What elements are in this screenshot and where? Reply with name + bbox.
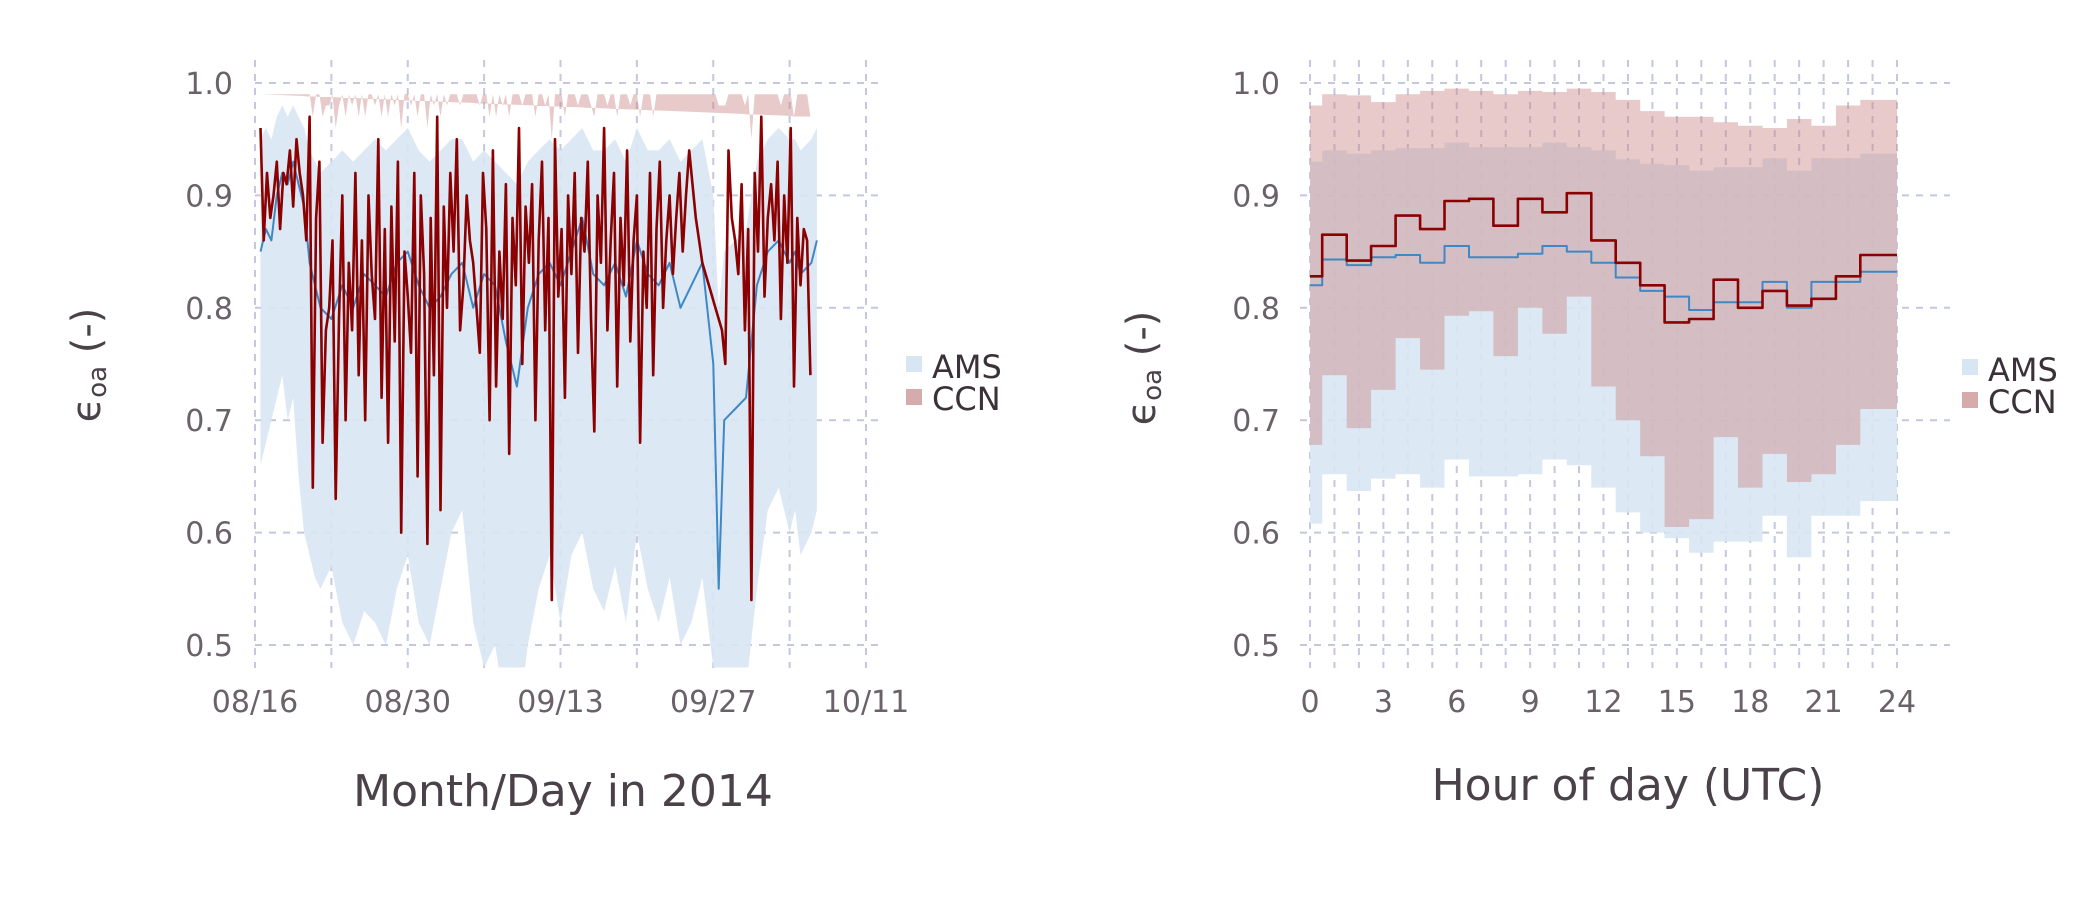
x-tick-labels: 08/16 08/30 09/13 09/27 10/11 (212, 685, 909, 720)
y-axis-label: ϵoa (-) (64, 308, 113, 423)
x-tick-label: 15 (1658, 685, 1696, 720)
y-tick-label: 1.0 (1232, 67, 1280, 102)
legend-swatch-ams (1962, 359, 1978, 375)
series-line-ccn (1310, 191, 1897, 324)
legend-swatch-ams (906, 356, 922, 372)
x-tick-label: 18 (1731, 685, 1769, 720)
y-tick-label: 0.8 (185, 292, 233, 327)
y-tick-label: 0.6 (1232, 517, 1280, 552)
y-tick-label: 0.5 (1232, 629, 1280, 664)
x-axis-label: Hour of day (UTC) (1432, 760, 1825, 811)
y-axis-label-unit: (-) (64, 308, 110, 354)
x-tick-label: 9 (1521, 685, 1540, 720)
x-tick-label: 6 (1447, 685, 1466, 720)
series-lines (259, 115, 818, 602)
x-tick-label: 3 (1374, 685, 1393, 720)
y-tick-labels: 0.5 0.6 0.7 0.8 0.9 1.0 (185, 67, 233, 664)
legend-label-ams: AMS (932, 348, 1002, 386)
y-axis-label: ϵoa (-) (1119, 311, 1168, 426)
y-axis-label-symbol: ϵ (1119, 401, 1165, 426)
x-tick-label: 10/11 (823, 685, 909, 720)
y-tick-label: 0.7 (1232, 404, 1280, 439)
legend-label-ams: AMS (1988, 351, 2058, 389)
legend-swatch-ccn (906, 389, 922, 405)
band-ams (260, 105, 817, 668)
x-axis-label: Month/Day in 2014 (353, 766, 773, 817)
y-tick-label: 0.5 (185, 629, 233, 664)
legend-swatch-ccn (1962, 392, 1978, 408)
y-axis-label-unit: (-) (1119, 311, 1165, 357)
x-tick-label: 0 (1300, 685, 1319, 720)
x-tick-label: 09/27 (670, 685, 756, 720)
series-lines (1310, 191, 1897, 324)
series-line-ccn (259, 115, 812, 602)
y-tick-label: 0.9 (1232, 179, 1280, 214)
chart-panel-timeseries: 0.5 0.6 0.7 0.8 0.9 1.0 08/16 08/30 09/13 09/27 1… (64, 60, 1002, 817)
y-axis-label-subscript: oa (1138, 369, 1168, 401)
y-tick-label: 0.7 (185, 404, 233, 439)
x-tick-label: 08/30 (365, 685, 451, 720)
x-tick-label: 08/16 (212, 685, 298, 720)
y-tick-label: 0.9 (185, 179, 233, 214)
x-tick-label: 09/13 (517, 685, 603, 720)
x-tick-label: 24 (1878, 685, 1916, 720)
x-tick-label: 12 (1584, 685, 1622, 720)
uncertainty-bands (1310, 88, 1897, 558)
y-tick-label: 0.6 (185, 517, 233, 552)
legend: AMS CCN (1962, 351, 2058, 421)
y-tick-labels: 0.5 0.6 0.7 0.8 0.9 1.0 (1232, 67, 1280, 664)
y-axis-label-symbol: ϵ (64, 398, 110, 423)
y-tick-label: 0.8 (1232, 292, 1280, 327)
chart-panel-diurnal: 0.5 0.6 0.7 0.8 0.9 1.0 0 3 6 9 12 15 18 21 24 Hour o… (1119, 60, 2058, 811)
x-tick-label: 21 (1805, 685, 1843, 720)
y-tick-label: 1.0 (185, 67, 233, 102)
y-axis-label-subscript: oa (83, 366, 113, 398)
uncertainty-bands (260, 94, 817, 668)
legend: AMS CCN (906, 348, 1002, 418)
legend-label-ccn: CCN (1988, 383, 2057, 421)
legend-label-ccn: CCN (932, 380, 1001, 418)
x-tick-labels: 0 3 6 9 12 15 18 21 24 (1300, 685, 1916, 720)
band-ccn (260, 94, 811, 140)
band-ccn (1310, 88, 1897, 527)
